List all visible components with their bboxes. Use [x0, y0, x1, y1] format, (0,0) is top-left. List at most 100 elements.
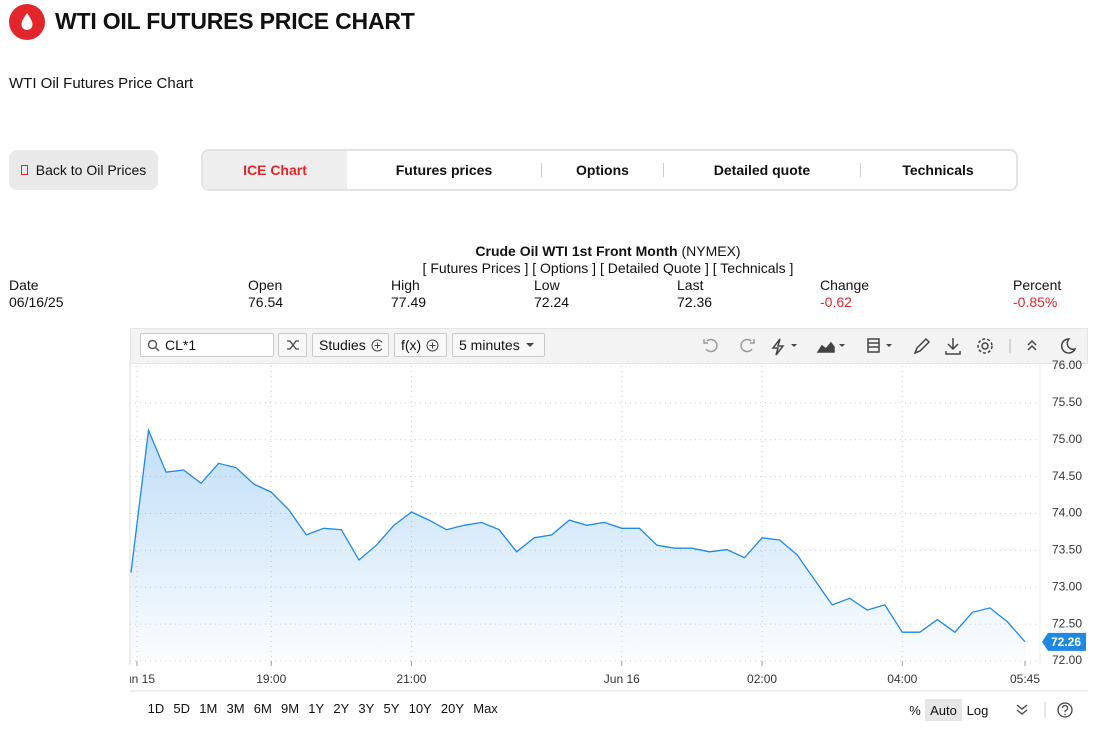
settings-icon[interactable]: [981, 342, 989, 350]
tab-separator: [860, 163, 861, 177]
tab-bar: ICE Chart Futures prices Options Detaile…: [201, 149, 1018, 191]
y-tick-label: 75.00: [1052, 432, 1082, 446]
caret-icon: [886, 344, 892, 347]
range-button[interactable]: 1D: [147, 701, 165, 716]
range-button[interactable]: 2Y: [333, 701, 350, 716]
download-icon[interactable]: [945, 338, 961, 355]
quote-exchange: (NYMEX): [681, 243, 741, 259]
stat: Change -0.62: [820, 277, 869, 311]
interval-select[interactable]: 5 minutes: [452, 333, 545, 357]
toolbar-icons: [703, 337, 1077, 356]
symbol-text: CL*1: [165, 337, 197, 353]
quote-links[interactable]: [ Futures Prices ] [ Options ] [ Detaile…: [422, 260, 794, 276]
area-fill: [131, 430, 1025, 661]
range-button[interactable]: 5Y: [383, 701, 400, 716]
x-tick-label: Jun 16: [604, 672, 640, 686]
back-label: Back to Oil Prices: [35, 162, 147, 178]
collapse-icon[interactable]: [1027, 339, 1037, 351]
studies-label: Studies: [319, 337, 366, 353]
y-tick-label: 72.50: [1052, 616, 1082, 630]
fx-button[interactable]: f(x): [394, 333, 447, 357]
logo-icon: [9, 4, 45, 40]
stat-value: 76.54: [248, 294, 284, 310]
redo-icon[interactable]: [740, 338, 755, 353]
range-button[interactable]: 1Y: [308, 701, 325, 716]
collapse-footer-icon[interactable]: [1016, 704, 1028, 715]
x-tick-label: 02:00: [747, 672, 777, 686]
range-button[interactable]: Max: [473, 701, 498, 716]
y-tick-label: 73.50: [1052, 543, 1082, 557]
back-button[interactable]: Back to Oil Prices: [9, 150, 158, 190]
y-tick-label: 73.00: [1052, 579, 1082, 593]
y-tick-label: 76.00: [1052, 358, 1082, 372]
search-icon: [147, 339, 160, 351]
chart-type-icon[interactable]: [816, 341, 835, 353]
plus-icon: [371, 339, 382, 351]
x-tick-label: 04:00: [887, 672, 917, 686]
fx-label: f(x): [401, 337, 422, 353]
range-button[interactable]: 3M: [226, 701, 245, 716]
draw-icon[interactable]: [913, 337, 931, 355]
stat: Open 76.54: [248, 277, 283, 311]
quote-heading: Crude Oil WTI 1st Front Month (NYMEX): [0, 243, 1100, 259]
x-tick-label: Jun 15: [119, 672, 155, 686]
last-value-box: [1042, 632, 1086, 651]
stat-label: High: [391, 277, 420, 293]
stat-label: Date: [9, 277, 39, 293]
shuffle-icon: [286, 340, 299, 350]
stat-value: 77.49: [391, 294, 427, 310]
scale-option[interactable]: %: [909, 702, 921, 718]
series: [130, 427, 1026, 661]
range-button[interactable]: 5D: [173, 701, 191, 716]
tab[interactable]: ICE Chart: [203, 151, 347, 189]
tab[interactable]: Futures prices: [395, 162, 493, 178]
scale-option[interactable]: Auto: [925, 699, 962, 721]
symbol-search[interactable]: CL*1: [140, 333, 274, 357]
tab[interactable]: Technicals: [902, 162, 974, 178]
stat-value: 06/16/25: [9, 294, 64, 310]
y-tick-label: 74.50: [1052, 469, 1082, 483]
undo-icon[interactable]: [703, 338, 718, 353]
footer-icons: [1016, 702, 1073, 718]
tab-separator: [541, 163, 542, 177]
stat-label: Last: [677, 277, 704, 293]
interval-label: 5 minutes: [459, 337, 520, 353]
y-tick-label: 72.00: [1052, 653, 1082, 667]
range-button[interactable]: 6M: [253, 701, 272, 716]
range-button[interactable]: 10Y: [408, 701, 432, 716]
scale-option[interactable]: Log: [966, 702, 989, 718]
stat: Last 72.36: [677, 277, 712, 311]
stat-value: -0.62: [820, 294, 852, 310]
tab[interactable]: Detailed quote: [713, 162, 811, 178]
tab-separator: [663, 163, 664, 177]
range-button[interactable]: 1M: [199, 701, 218, 716]
compare-button[interactable]: [278, 333, 307, 357]
stat: High 77.49: [391, 277, 426, 311]
theme-icon[interactable]: [1060, 338, 1077, 354]
page-title: WTI OIL FUTURES PRICE CHART: [55, 8, 415, 34]
stat-label: Low: [534, 277, 560, 293]
range-button[interactable]: 20Y: [440, 701, 465, 716]
stat: Low 72.24: [534, 277, 569, 311]
x-tick-label: 19:00: [256, 672, 286, 686]
x-tick-label: 05:45: [1010, 672, 1040, 686]
stat-value: -0.85%: [1013, 294, 1058, 310]
range-buttons: 1D 5D 1M 3M 6M 9M 1Y 2Y 3Y 5Y 10Y 20Y Max: [143, 701, 502, 716]
events-icon[interactable]: [771, 338, 785, 356]
studies-button[interactable]: Studies: [312, 333, 389, 357]
stat-label: Open: [248, 277, 283, 293]
page-subtitle: WTI Oil Futures Price Chart: [9, 75, 194, 92]
range-button[interactable]: 9M: [280, 701, 300, 716]
stat: Date 06/16/25: [9, 277, 64, 311]
y-tick-label: 74.00: [1052, 506, 1082, 520]
help-icon[interactable]: [1057, 702, 1073, 718]
tab[interactable]: Options: [576, 162, 629, 178]
price-line: [130, 427, 1026, 643]
range-button[interactable]: 3Y: [358, 701, 375, 716]
caret-icon: [525, 343, 534, 347]
stat-label: Change: [820, 277, 870, 293]
stat-label: Percent: [1013, 277, 1062, 293]
layout-icon[interactable]: [867, 338, 880, 353]
x-axis: Jun 15 19:00 21:00 Jun 16 02:00 04:00 05:45: [119, 672, 1040, 686]
